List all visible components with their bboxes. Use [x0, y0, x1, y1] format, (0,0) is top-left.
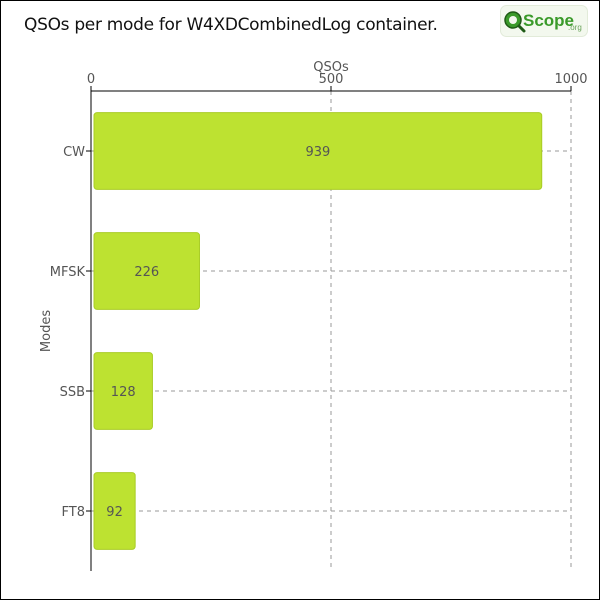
logo-suffix: .org	[568, 23, 582, 32]
bars	[93, 112, 543, 550]
x-tick-label: 1000	[554, 72, 587, 87]
bar-ft8	[93, 472, 136, 550]
bar-value-label: 128	[111, 385, 136, 400]
x-axis-title: QSOs	[313, 60, 349, 75]
bar-value-label: 939	[305, 145, 330, 160]
bar-value-label: 92	[106, 505, 123, 520]
y-axis-title: Modes	[39, 310, 54, 352]
bar-ssb	[93, 352, 153, 430]
qscope-logo: Scope .org	[500, 5, 588, 37]
y-tick-label: SSB	[60, 385, 85, 400]
bar-value-label: 226	[134, 265, 159, 280]
y-tick-label: FT8	[62, 505, 85, 520]
chart-title: QSOs per mode for W4XDCombinedLog contai…	[24, 15, 438, 35]
axes	[86, 86, 572, 571]
bar-cw	[93, 112, 543, 190]
x-tick-label: 500	[319, 72, 344, 87]
y-tick-label: CW	[63, 145, 85, 160]
logo-text: Scope	[523, 11, 574, 30]
labels: 939 226 128 92 0 500 1000 CW MFSK SSB FT8 QSOs Modes	[39, 60, 588, 520]
x-tick-label: 0	[87, 72, 95, 87]
y-tick-label: MFSK	[50, 265, 86, 280]
bar-mfsk	[93, 232, 200, 310]
